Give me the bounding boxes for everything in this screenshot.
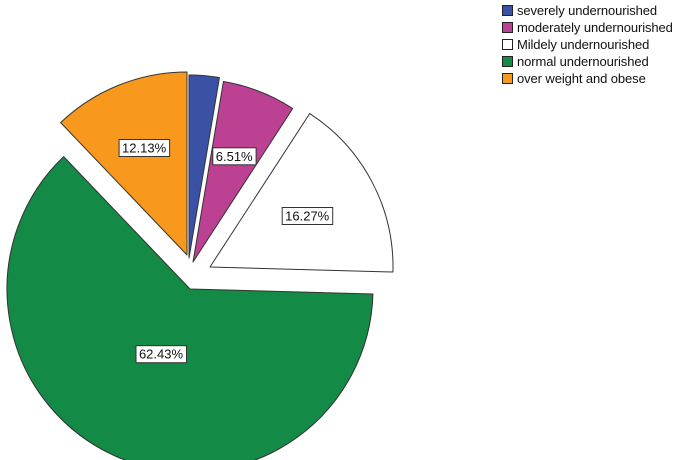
pie-slice-mildly xyxy=(209,113,394,273)
legend-swatch xyxy=(502,39,513,50)
legend-swatch xyxy=(502,73,513,84)
legend: severely undernourished moderately under… xyxy=(502,2,673,87)
svg-text:16.27%: 16.27% xyxy=(285,209,330,224)
svg-text:62.43%: 62.43% xyxy=(139,347,184,362)
legend-label: moderately undernourished xyxy=(517,20,673,35)
svg-text:6.51%: 6.51% xyxy=(216,149,253,164)
legend-item-overweight: over weight and obese xyxy=(502,70,673,87)
pie-slice-moderately xyxy=(192,81,294,263)
pie-slice-overweight xyxy=(60,71,188,256)
legend-swatch xyxy=(502,5,513,16)
svg-text:12.13%: 12.13% xyxy=(122,141,167,156)
legend-label: over weight and obese xyxy=(517,71,646,86)
legend-item-normal: normal undernourished xyxy=(502,53,673,70)
legend-label: Mildely undernourished xyxy=(517,37,650,52)
legend-label: normal undernourished xyxy=(517,54,649,69)
data-label-mildly: 16.27% xyxy=(281,207,334,225)
pie-slice-normal xyxy=(6,156,374,460)
legend-swatch xyxy=(502,22,513,33)
pie-slice-severely xyxy=(188,74,220,259)
data-label-moderately: 6.51% xyxy=(212,147,257,166)
legend-swatch xyxy=(502,56,513,67)
legend-item-moderately: moderately undernourished xyxy=(502,19,673,36)
data-label-overweight: 12.13% xyxy=(118,139,171,157)
data-label-normal: 62.43% xyxy=(135,345,187,364)
legend-item-mildly: Mildely undernourished xyxy=(502,36,673,53)
legend-item-severely: severely undernourished xyxy=(502,2,673,19)
legend-label: severely undernourished xyxy=(517,3,658,18)
